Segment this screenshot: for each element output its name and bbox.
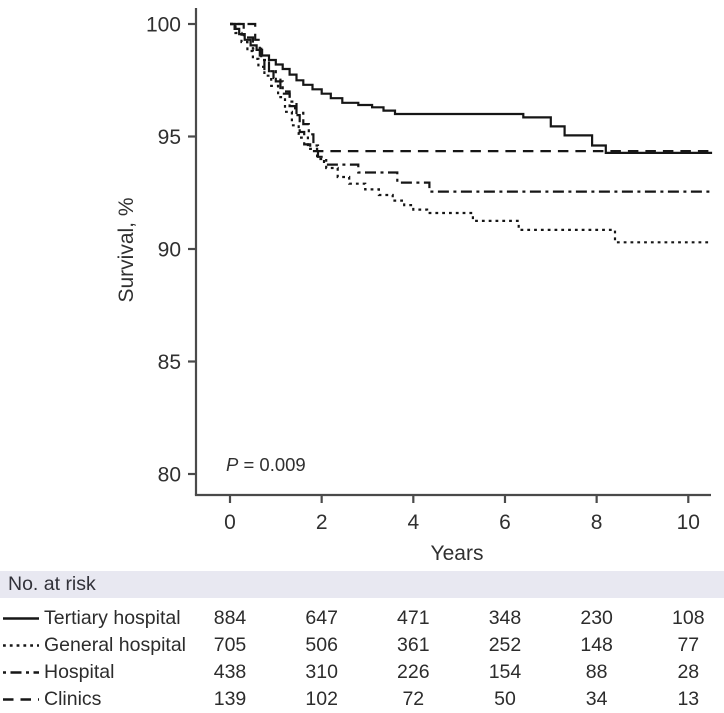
risk-value: 348	[488, 606, 522, 629]
risk-value: 471	[397, 606, 430, 629]
risk-row-tertiary-hospital: Tertiary hospital 884 647 471 348 230 108	[0, 605, 724, 632]
number-at-risk-table: No. at risk Tertiary hospital 884 647 471 34…	[0, 571, 724, 710]
risk-value: 50	[494, 687, 516, 710]
risk-table-header-label: No. at risk	[8, 573, 96, 595]
risk-row-clinics: Clinics 139 102 72 50 34 13	[0, 686, 724, 713]
risk-value: 34	[585, 687, 608, 710]
curve-general-hospital	[230, 22, 713, 244]
risk-value: 252	[488, 633, 522, 656]
risk-value: 88	[585, 660, 608, 683]
risk-value: 139	[213, 687, 247, 710]
risk-value: 230	[580, 606, 613, 629]
legend-line-long-dash-icon	[3, 697, 39, 701]
y-tick-label: 90	[158, 239, 181, 262]
risk-value: 154	[488, 660, 522, 683]
risk-value: 506	[305, 633, 338, 656]
y-tick-label: 95	[158, 126, 181, 149]
curve-tertiary-hospital	[230, 22, 713, 154]
survival-plot-svg: 100 95 90 85 80 0 2 4 6 8 10 Survival, % Years P …	[115, 8, 713, 565]
y-tick-label: 100	[146, 14, 181, 37]
survival-chart: 100 95 90 85 80 0 2 4 6 8 10 Survival, % Years P …	[115, 8, 713, 565]
risk-row-label: Hospital	[44, 660, 115, 683]
risk-value: 705	[213, 633, 247, 656]
x-tick-label: 10	[677, 511, 700, 534]
curve-clinics	[230, 22, 713, 153]
risk-value: 148	[580, 633, 613, 656]
x-tick-label: 2	[316, 511, 328, 534]
axes	[194, 8, 711, 497]
y-tick-label: 85	[158, 351, 181, 374]
curve-hospital	[230, 22, 713, 193]
y-axis-ticks: 100 95 90 85 80	[146, 14, 196, 487]
x-tick-label: 8	[591, 511, 603, 534]
legend-line-dotted-icon	[3, 643, 39, 647]
risk-row-label: Tertiary hospital	[44, 606, 181, 629]
risk-value: 108	[672, 606, 705, 629]
p-value-symbol: P	[226, 454, 239, 475]
x-axis-ticks: 0 2 4 6 8 10	[224, 495, 700, 534]
risk-value: 438	[213, 660, 247, 683]
risk-value: 28	[677, 660, 700, 683]
risk-table-header: No. at risk	[0, 571, 724, 598]
p-value-rest: = 0.009	[238, 454, 305, 475]
x-tick-label: 6	[499, 511, 511, 534]
x-tick-label: 4	[407, 511, 419, 534]
risk-value: 647	[305, 606, 338, 629]
legend-line-dash-dot-icon	[3, 670, 39, 674]
risk-row-hospital: Hospital 438 310 226 154 88 28	[0, 659, 724, 686]
risk-value: 72	[402, 687, 425, 710]
x-axis-label: Years	[431, 542, 484, 565]
risk-value: 13	[677, 687, 700, 710]
risk-value: 226	[397, 660, 430, 683]
risk-row-label: General hospital	[44, 633, 187, 656]
risk-value: 884	[213, 606, 247, 629]
risk-row-general-hospital: General hospital 705 506 361 252 148 77	[0, 632, 724, 659]
legend-line-solid-icon	[3, 616, 39, 620]
x-tick-label: 0	[224, 511, 236, 534]
risk-value: 310	[305, 660, 338, 683]
y-tick-label: 80	[158, 464, 181, 487]
risk-value: 77	[677, 633, 700, 656]
p-value-annotation: P = 0.009	[226, 454, 306, 475]
survival-curves	[230, 22, 713, 244]
y-axis-label: Survival, %	[115, 197, 138, 302]
risk-value: 102	[305, 687, 338, 710]
risk-value: 361	[397, 633, 430, 656]
risk-row-label: Clinics	[44, 687, 102, 710]
